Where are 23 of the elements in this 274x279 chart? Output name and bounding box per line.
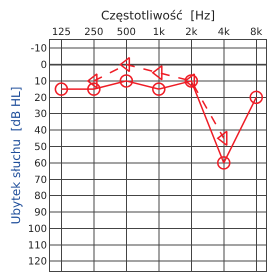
x-axis-title: Częstotliwość [Hz] (100, 8, 216, 22)
y-tick-label: 0 (40, 60, 47, 72)
y-tick-label: 50 (34, 142, 47, 153)
x-tick-label: 500 (116, 27, 136, 38)
y-tick-label: 100 (28, 224, 47, 235)
y-tick-label: -10 (30, 44, 47, 55)
y-tick-label: 70 (34, 174, 47, 186)
x-tick-label: 125 (52, 27, 71, 38)
x-tick-label: 4k (218, 27, 230, 38)
x-tick-label: 8k (250, 27, 263, 38)
x-tick-label: 1k (152, 27, 166, 38)
y-tick-label: 30 (34, 109, 47, 120)
y-tick-label: 40 (34, 126, 47, 137)
y-axis-title: Ubytek słuchu [dB HL] (9, 86, 24, 224)
y-tick-label: 90 (34, 208, 47, 219)
y-tick-label: 60 (34, 158, 47, 170)
y-tick-label: 80 (34, 191, 47, 202)
y-tick-label: 120 (28, 256, 47, 268)
y-tick-label: 20 (34, 92, 47, 104)
y-tick-label: 10 (34, 76, 47, 88)
x-tick-label: 250 (84, 27, 104, 38)
x-tick-label: 2k (185, 27, 198, 38)
y-tick-label: 110 (28, 240, 47, 252)
